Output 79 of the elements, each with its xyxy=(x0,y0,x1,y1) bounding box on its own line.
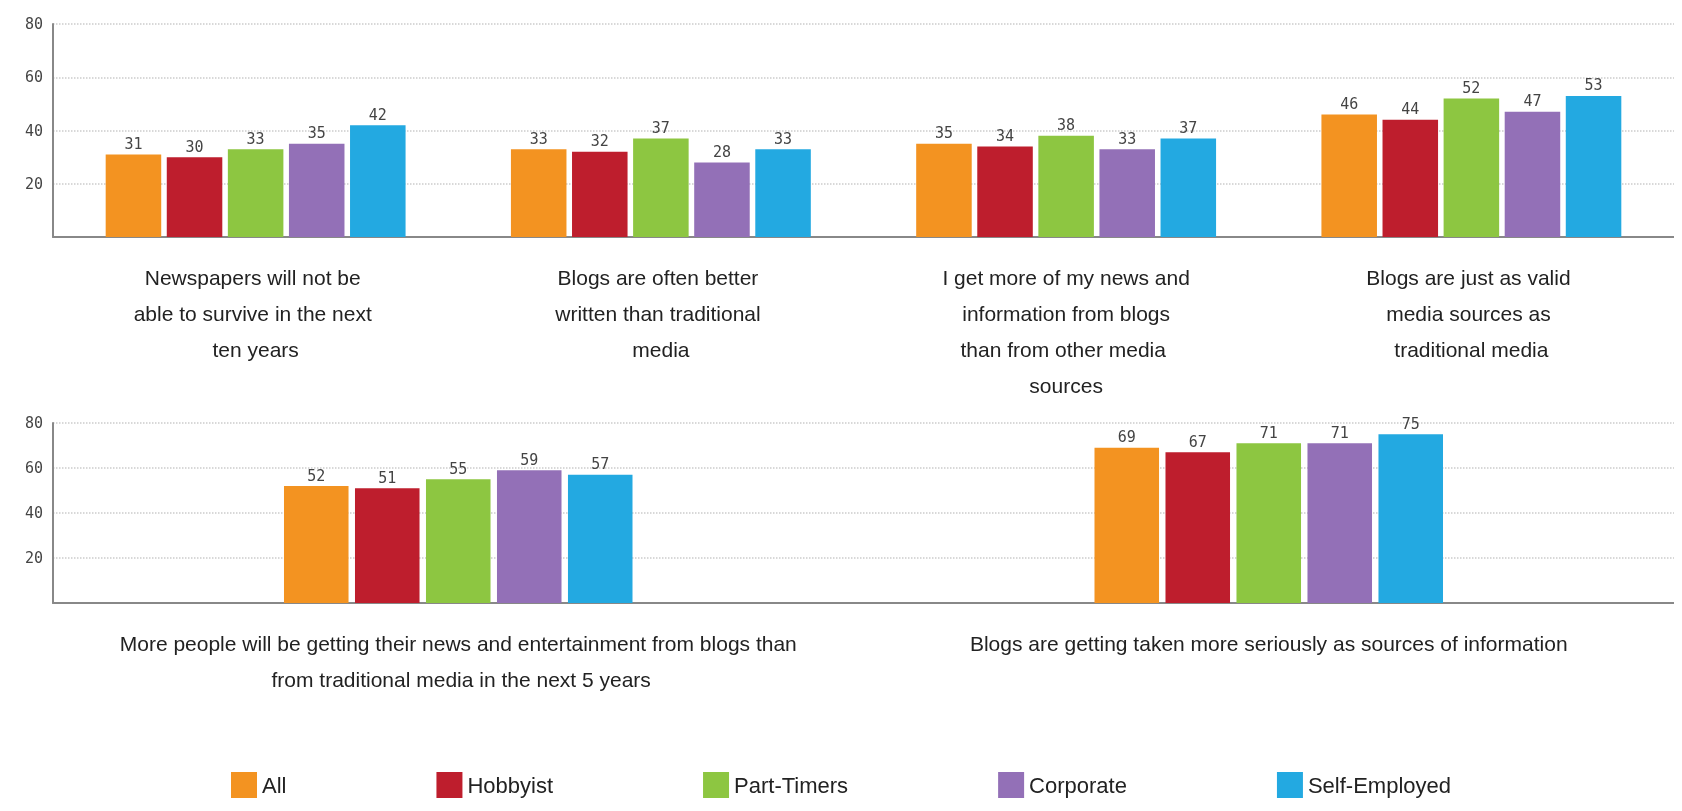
data-label: 52 xyxy=(1462,79,1481,98)
data-label: 59 xyxy=(520,450,539,469)
bar xyxy=(510,149,567,237)
x-tick-label: Blogs are just as valid media sources as traditional media xyxy=(1366,265,1577,361)
x-tick-label: Blogs are often better written than traditional media xyxy=(554,265,767,361)
bar xyxy=(166,157,223,237)
data-label: 35 xyxy=(934,124,953,143)
legend-label: All xyxy=(262,772,287,798)
bar xyxy=(755,149,811,237)
y-tick-label: 20 xyxy=(24,549,43,567)
bar xyxy=(694,162,750,237)
data-label: 31 xyxy=(124,134,143,153)
data-label: 38 xyxy=(1057,116,1076,135)
bar xyxy=(1165,452,1231,603)
bar xyxy=(567,474,633,603)
bar xyxy=(354,488,420,603)
data-label: 53 xyxy=(1584,76,1603,95)
data-label: 37 xyxy=(1179,118,1198,137)
bar xyxy=(1236,443,1302,603)
x-tick-label: Blogs are getting taken more seriously as sources of information xyxy=(969,631,1568,655)
y-tick-label: 40 xyxy=(24,121,43,140)
bar xyxy=(1099,149,1155,237)
data-label: 75 xyxy=(1401,414,1420,433)
data-label: 52 xyxy=(307,466,326,485)
x-tick-label: More people will be getting their news and entertainment from blogs than from traditional media in the next 5 years xyxy=(119,631,797,691)
data-label: 67 xyxy=(1188,432,1207,451)
bar xyxy=(496,470,562,603)
data-label: 34 xyxy=(996,126,1015,145)
bar xyxy=(350,125,406,237)
bar xyxy=(1565,95,1622,237)
data-label: 46 xyxy=(1340,95,1359,114)
legend-label: Corporate xyxy=(1029,772,1127,798)
y-tick-label: 40 xyxy=(24,504,43,522)
bar xyxy=(1038,135,1094,237)
data-label: 42 xyxy=(368,105,387,124)
y-tick-label: 60 xyxy=(24,68,43,87)
y-tick-label: 60 xyxy=(24,459,43,477)
data-label: 37 xyxy=(651,118,670,137)
bar xyxy=(227,149,284,237)
bar xyxy=(425,479,491,603)
bar xyxy=(1443,98,1500,237)
data-label: 55 xyxy=(449,459,468,478)
y-tick-label: 20 xyxy=(24,174,43,193)
data-label: 71 xyxy=(1259,423,1278,442)
data-label: 33 xyxy=(1118,129,1137,148)
bar xyxy=(1382,119,1439,237)
data-label: 33 xyxy=(529,129,548,148)
bar xyxy=(1307,443,1373,603)
bar xyxy=(1504,111,1561,237)
data-label: 47 xyxy=(1523,92,1542,111)
x-tick-label: Newspapers will not be able to survive in the next ten years xyxy=(133,265,378,361)
data-label: 51 xyxy=(378,468,397,487)
bar xyxy=(1160,138,1217,237)
legend-label: Self-Employed xyxy=(1307,772,1452,798)
y-tick-label: 80 xyxy=(24,414,43,432)
data-label: 28 xyxy=(712,142,731,161)
bar xyxy=(977,146,1033,237)
bar xyxy=(916,143,972,237)
data-label: 71 xyxy=(1330,423,1349,442)
bar xyxy=(633,138,689,237)
bar xyxy=(288,143,345,237)
data-label: 69 xyxy=(1117,428,1136,447)
data-label: 30 xyxy=(185,137,204,156)
data-label: 44 xyxy=(1401,100,1420,119)
bar xyxy=(1094,447,1160,603)
bar xyxy=(1321,114,1377,237)
x-tick-label: I get more of my news and information from blogs than from other media sources xyxy=(942,265,1190,397)
bar xyxy=(572,151,628,237)
data-label: 33 xyxy=(246,129,265,148)
data-label: 35 xyxy=(307,124,326,143)
bar xyxy=(105,154,162,237)
data-label: 57 xyxy=(591,455,610,474)
legend-label: Hobbyist xyxy=(467,772,554,798)
data-label: 32 xyxy=(590,132,609,151)
y-tick-label: 80 xyxy=(24,15,43,33)
bar xyxy=(283,486,349,603)
data-label: 33 xyxy=(774,129,793,148)
legend-label: Part-Timers xyxy=(734,772,849,798)
bar xyxy=(1378,434,1444,603)
